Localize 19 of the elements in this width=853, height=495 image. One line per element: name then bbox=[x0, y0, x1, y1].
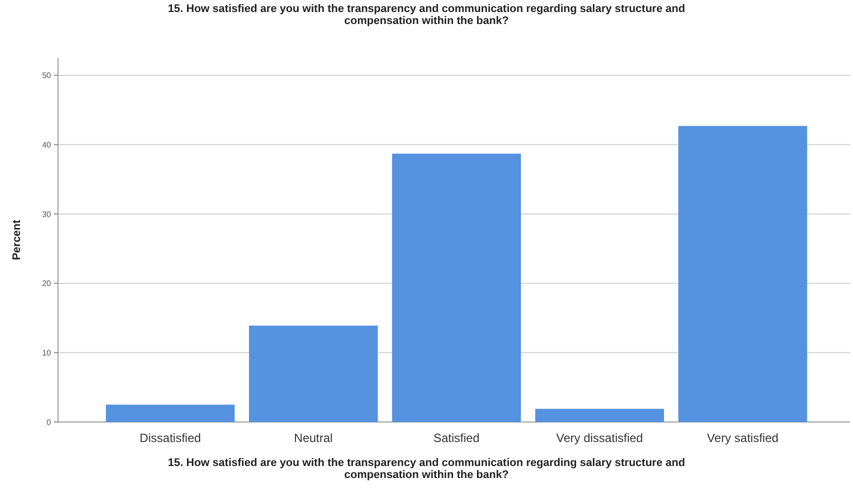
y-tick-label: 20 bbox=[42, 279, 52, 288]
bar bbox=[106, 404, 235, 422]
x-tick-label: Satisfied bbox=[433, 431, 480, 445]
bar bbox=[248, 326, 378, 422]
y-tick-label: 50 bbox=[42, 71, 52, 80]
y-tick-label: 30 bbox=[42, 210, 52, 219]
x-tick-label: Very dissatisfied bbox=[556, 431, 643, 445]
bar bbox=[392, 154, 521, 422]
x-tick-label: Neutral bbox=[294, 431, 333, 445]
y-tick-label: 0 bbox=[46, 418, 52, 427]
x-tick-label: Dissatisfied bbox=[140, 431, 201, 445]
bar bbox=[535, 408, 664, 422]
bar bbox=[678, 126, 808, 422]
chart-title: 15. How satisfied are you with the transparency and communication regarding salary structure and compensation within the bank? bbox=[168, 3, 686, 27]
x-axis-title: 15. How satisfied are you with the transparency and communication regarding salary structure and compensation within the bank? bbox=[168, 457, 686, 481]
y-tick-label: 40 bbox=[42, 140, 52, 150]
y-axis-title: Percent bbox=[11, 219, 23, 260]
x-tick-label: Very satisfied bbox=[707, 431, 778, 445]
y-tick-label: 10 bbox=[42, 348, 52, 358]
